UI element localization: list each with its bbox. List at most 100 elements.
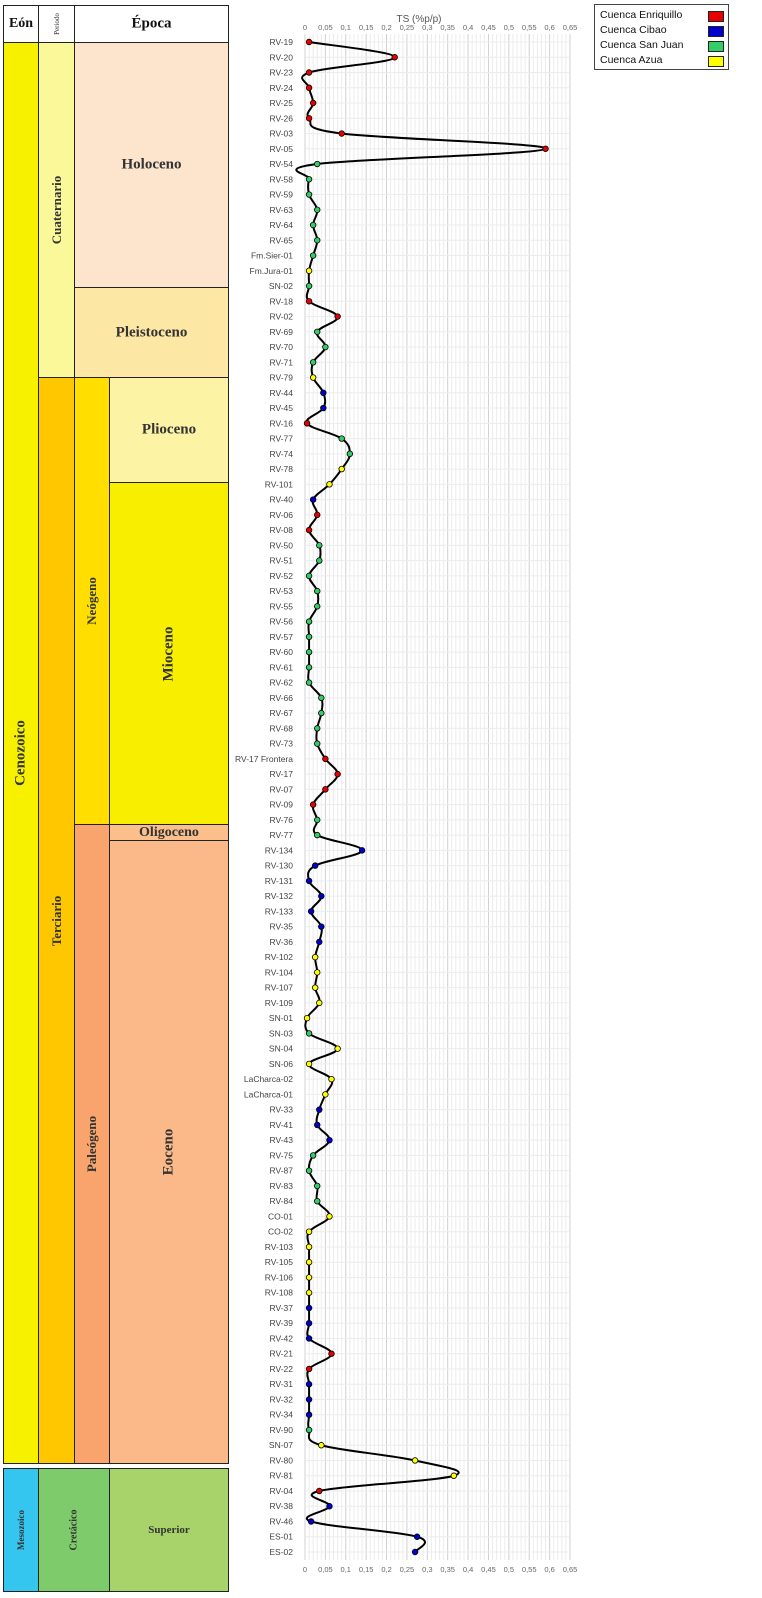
x-axis-top: 0 0,05 0,1 0,15 0,2 0,25 0,3 0,35 0,4 0,45 0,5 0,55…	[303, 23, 577, 32]
subperiod-paleogeno: Paleógeno	[74, 824, 110, 1464]
category-label: RV-04	[270, 1486, 294, 1496]
chart-grid	[304, 34, 571, 1560]
category-label: CO-02	[268, 1227, 293, 1237]
x-tick-label-bottom: 0,4	[463, 1565, 473, 1574]
data-point	[322, 755, 329, 763]
epoch-mioceno-label: Mioceno	[160, 626, 177, 681]
data-point	[305, 679, 313, 686]
category-label: RV-41	[270, 1120, 294, 1130]
epoch-eoceno: Eoceno	[109, 840, 229, 1464]
legend-label: Cuenca Cibao	[600, 24, 667, 36]
category-label: RV-22	[270, 1364, 294, 1374]
epoch-mioceno: Mioceno	[109, 482, 229, 825]
data-point	[311, 953, 319, 961]
eon-mesozoico: Mesozoico	[3, 1468, 39, 1592]
data-point	[411, 1457, 419, 1464]
epoch-eoceno-label: Eoceno	[160, 1128, 177, 1176]
data-point	[328, 1350, 335, 1357]
data-point	[309, 374, 317, 381]
header-periodo: Periodo	[38, 5, 75, 43]
data-point	[334, 313, 341, 320]
data-point	[305, 115, 313, 122]
x-tick-label-top: 0	[303, 23, 307, 32]
category-label: RV-52	[270, 571, 294, 581]
x-tick-label-top: 0,35	[440, 23, 455, 32]
category-label: RV-78	[270, 464, 294, 474]
x-tick-label-top: 0,2	[381, 23, 391, 32]
data-point	[309, 359, 317, 366]
data-point	[309, 252, 317, 259]
data-point	[309, 1152, 317, 1159]
data-point	[542, 145, 549, 152]
era-break	[3, 1463, 229, 1469]
stratigraphic-column: Eón Periodo Época Cenozoico Mesozoico Cu…	[3, 5, 229, 1592]
category-label: RV-45	[270, 403, 294, 413]
category-label: RV-130	[265, 861, 293, 871]
category-label: RV-81	[270, 1471, 294, 1481]
legend-item-azua: Cuenca Azua	[600, 53, 724, 68]
data-point	[316, 1487, 323, 1495]
data-point	[305, 664, 313, 671]
header-epoca-label: Época	[131, 15, 172, 32]
epoch-pleistoceno: Pleistoceno	[74, 287, 229, 378]
category-label: Fm.Jura-01	[250, 266, 294, 276]
category-label: RV-102	[265, 952, 293, 962]
data-point	[314, 816, 321, 824]
data-point	[305, 1030, 313, 1037]
x-tick-label-top: 0,25	[400, 23, 415, 32]
x-tick-label-top: 0,15	[359, 23, 374, 32]
category-label: SN-07	[269, 1440, 293, 1450]
data-point	[305, 526, 313, 534]
category-label: SN-04	[269, 1044, 293, 1054]
category-label: RV-63	[270, 205, 294, 215]
category-label: RV-26	[270, 113, 294, 123]
data-point	[316, 542, 323, 549]
category-label: RV-46	[270, 1516, 294, 1526]
data-point	[391, 54, 398, 61]
data-point	[305, 618, 313, 625]
category-label: RV-32	[270, 1394, 294, 1404]
category-label: RV-38	[270, 1501, 294, 1511]
header-epoca: Época	[74, 5, 229, 43]
epoch-holoceno: Holoceno	[74, 42, 229, 288]
data-point	[318, 923, 325, 930]
data-point	[305, 191, 313, 198]
data-point	[311, 862, 319, 869]
epoch-oligoceno: Oligoceno	[109, 824, 229, 841]
data-point	[338, 435, 345, 442]
data-point	[322, 1091, 329, 1098]
ts-series-points	[303, 38, 549, 1556]
category-label: RV-62	[270, 678, 294, 688]
data-point	[305, 1289, 313, 1296]
category-label: ES-01	[269, 1532, 293, 1542]
data-point	[305, 877, 313, 885]
epoch-superior-label: Superior	[148, 1524, 190, 1536]
header-periodo-label: Periodo	[52, 13, 61, 35]
data-point	[314, 1182, 321, 1190]
data-point	[303, 1014, 311, 1022]
category-label: RV-25	[270, 98, 294, 108]
data-point	[314, 511, 321, 519]
eon-cenozoico: Cenozoico	[3, 42, 39, 1464]
data-point	[307, 908, 315, 915]
data-point	[305, 267, 313, 274]
data-point	[305, 572, 313, 580]
category-label: RV-75	[270, 1150, 294, 1160]
x-tick-label-top: 0,05	[318, 23, 333, 32]
data-point	[322, 343, 329, 351]
category-label: RV-73	[270, 739, 294, 749]
x-tick-label-bottom: 0,15	[359, 1565, 374, 1574]
data-point	[316, 938, 323, 946]
category-label: RV-37	[270, 1303, 294, 1313]
category-label: RV-65	[270, 235, 294, 245]
data-point	[338, 465, 345, 473]
category-label: RV-03	[270, 129, 294, 139]
data-point	[314, 1121, 321, 1129]
legend-swatch	[708, 41, 724, 52]
category-label: RV-40	[270, 495, 294, 505]
data-point	[307, 1518, 315, 1525]
data-point	[305, 1411, 313, 1418]
category-label: RV-09	[270, 800, 294, 810]
data-point	[314, 740, 321, 747]
category-label: RV-50	[270, 540, 294, 550]
